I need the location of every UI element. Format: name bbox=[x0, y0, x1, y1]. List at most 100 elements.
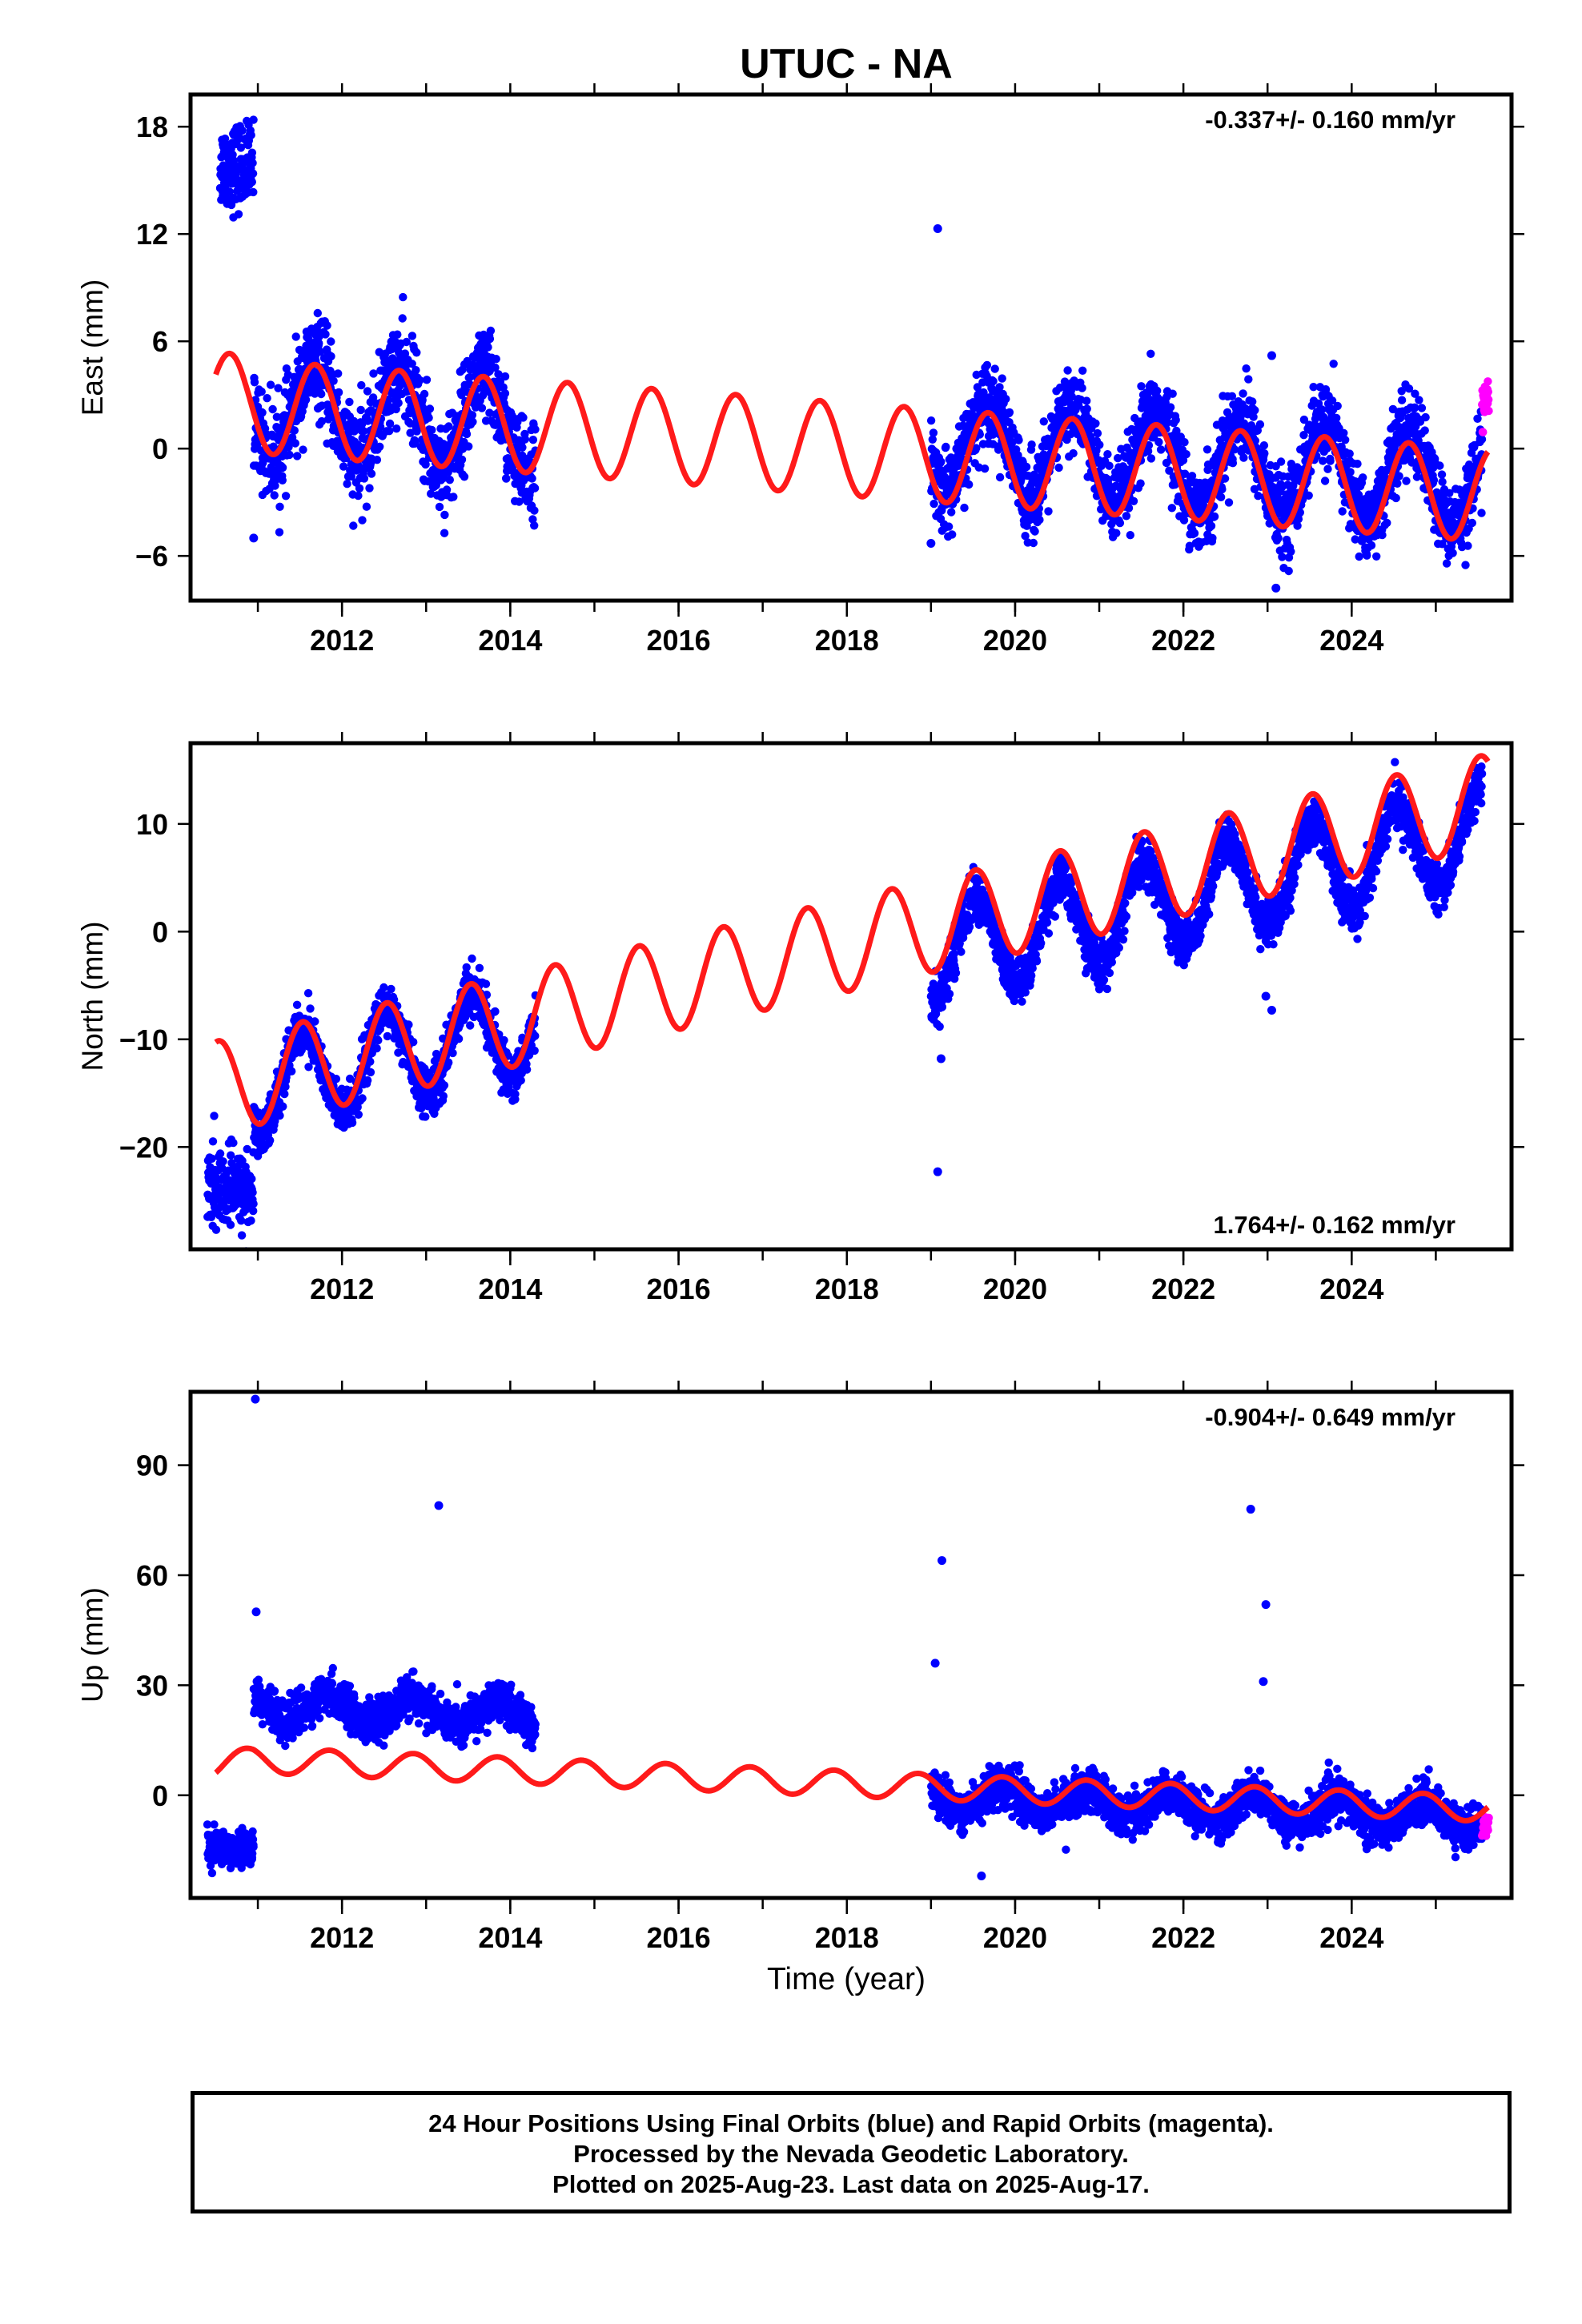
final-orbit-point bbox=[1172, 426, 1181, 436]
final-orbit-point bbox=[1351, 535, 1359, 544]
final-orbit-point bbox=[448, 1048, 457, 1058]
final-orbit-point bbox=[420, 389, 429, 399]
final-orbit-point bbox=[1397, 396, 1407, 404]
x-tick-label: 2022 bbox=[1151, 624, 1215, 657]
final-orbit-point bbox=[1005, 408, 1014, 417]
final-orbit-point bbox=[226, 1220, 235, 1229]
final-orbit-point bbox=[248, 159, 257, 167]
final-orbit-point bbox=[234, 210, 243, 219]
final-orbit-point bbox=[1346, 468, 1355, 476]
final-orbit-point bbox=[530, 484, 540, 493]
final-orbit-point bbox=[317, 389, 326, 399]
final-orbit-point bbox=[979, 388, 988, 397]
final-orbit-point bbox=[303, 989, 313, 998]
final-orbit-point bbox=[995, 472, 1005, 482]
final-orbit-point bbox=[1383, 518, 1391, 528]
final-orbit-point bbox=[1410, 403, 1419, 412]
final-orbit-point bbox=[1208, 533, 1217, 543]
final-orbit-point bbox=[1227, 392, 1237, 400]
final-orbit-point bbox=[220, 135, 230, 143]
final-orbit-point bbox=[1442, 559, 1452, 568]
final-orbit-point bbox=[938, 1003, 947, 1011]
final-orbit-point bbox=[1171, 416, 1180, 424]
final-orbit-point bbox=[940, 472, 950, 481]
final-orbit-point bbox=[1287, 547, 1295, 556]
final-orbit-point bbox=[327, 337, 335, 346]
final-orbit-point bbox=[412, 427, 421, 436]
final-orbit-point bbox=[998, 374, 1006, 383]
final-orbit-point bbox=[440, 510, 449, 520]
final-orbit-point bbox=[406, 419, 415, 428]
final-orbit-point bbox=[358, 516, 367, 525]
model-curve bbox=[213, 350, 1491, 542]
final-orbit-point bbox=[950, 950, 958, 959]
final-orbit-point bbox=[980, 464, 990, 473]
final-orbit-point bbox=[1411, 428, 1420, 437]
final-orbit-point bbox=[1030, 527, 1039, 536]
final-orbit-point bbox=[1355, 552, 1363, 561]
final-orbit-point bbox=[435, 502, 444, 512]
final-orbit-point bbox=[1137, 382, 1146, 391]
final-orbit-point bbox=[366, 1057, 375, 1066]
x-tick-label: 2012 bbox=[310, 624, 374, 657]
final-orbit-point bbox=[1438, 540, 1447, 549]
final-orbit-point bbox=[1388, 404, 1398, 414]
final-orbit-point bbox=[421, 460, 430, 469]
final-orbit-point bbox=[520, 435, 530, 444]
final-orbit-point bbox=[1259, 441, 1269, 450]
final-orbit-point bbox=[445, 476, 454, 485]
final-orbit-point bbox=[1167, 504, 1177, 513]
final-orbit-point bbox=[349, 521, 358, 530]
y-tick-label: 0 bbox=[152, 432, 168, 465]
final-orbit-point bbox=[347, 472, 355, 481]
final-orbit-point bbox=[1345, 449, 1354, 458]
final-orbit-point bbox=[238, 126, 247, 135]
final-orbit-point bbox=[412, 366, 420, 375]
final-orbit-point bbox=[1067, 392, 1077, 401]
final-orbit-point bbox=[227, 1151, 235, 1160]
final-orbit-point bbox=[1299, 415, 1309, 424]
final-orbit-point bbox=[494, 370, 503, 379]
final-orbit-point bbox=[1203, 445, 1212, 454]
final-orbit-point bbox=[500, 372, 510, 381]
final-orbit-point bbox=[1326, 456, 1335, 465]
final-orbit-point bbox=[211, 1225, 221, 1234]
final-orbit-point bbox=[1082, 396, 1091, 405]
final-orbit-point bbox=[268, 404, 277, 414]
final-orbit-point bbox=[1321, 385, 1331, 394]
final-orbit-point bbox=[929, 428, 938, 437]
final-orbit-point bbox=[247, 148, 257, 157]
final-orbit-point bbox=[1244, 375, 1253, 384]
final-orbit-point bbox=[948, 530, 957, 539]
final-orbit-point bbox=[965, 480, 974, 489]
final-orbit-point bbox=[982, 360, 992, 370]
final-orbit-point bbox=[1103, 450, 1112, 459]
final-orbit-point bbox=[1014, 436, 1023, 444]
final-orbit-point bbox=[1390, 442, 1399, 451]
final-orbit-point bbox=[1278, 553, 1287, 561]
final-orbit-point bbox=[1039, 417, 1049, 426]
final-orbit-point bbox=[249, 187, 258, 197]
final-orbit-point bbox=[439, 1034, 448, 1043]
final-orbit-point bbox=[1163, 418, 1172, 427]
data-points bbox=[215, 115, 1493, 593]
final-orbit-point bbox=[1468, 518, 1477, 528]
final-orbit-point bbox=[207, 1154, 216, 1164]
final-orbit-point bbox=[1156, 445, 1166, 454]
final-orbit-point bbox=[944, 522, 954, 531]
final-orbit-point bbox=[935, 1022, 944, 1031]
final-orbit-point bbox=[387, 345, 396, 354]
final-orbit-point bbox=[250, 378, 259, 387]
final-orbit-point bbox=[530, 506, 539, 515]
rapid-orbit-point bbox=[1479, 428, 1488, 436]
final-orbit-point bbox=[229, 1138, 238, 1148]
final-orbit-point bbox=[331, 1075, 341, 1084]
x-tick-label: 2020 bbox=[983, 624, 1047, 657]
final-orbit-point bbox=[404, 1020, 413, 1029]
final-orbit-point bbox=[442, 485, 452, 494]
final-orbit-point bbox=[522, 1065, 532, 1074]
final-orbit-point bbox=[219, 1157, 227, 1166]
final-orbit-point bbox=[263, 394, 271, 403]
final-orbit-point bbox=[225, 187, 234, 196]
final-orbit-point bbox=[363, 1076, 372, 1085]
